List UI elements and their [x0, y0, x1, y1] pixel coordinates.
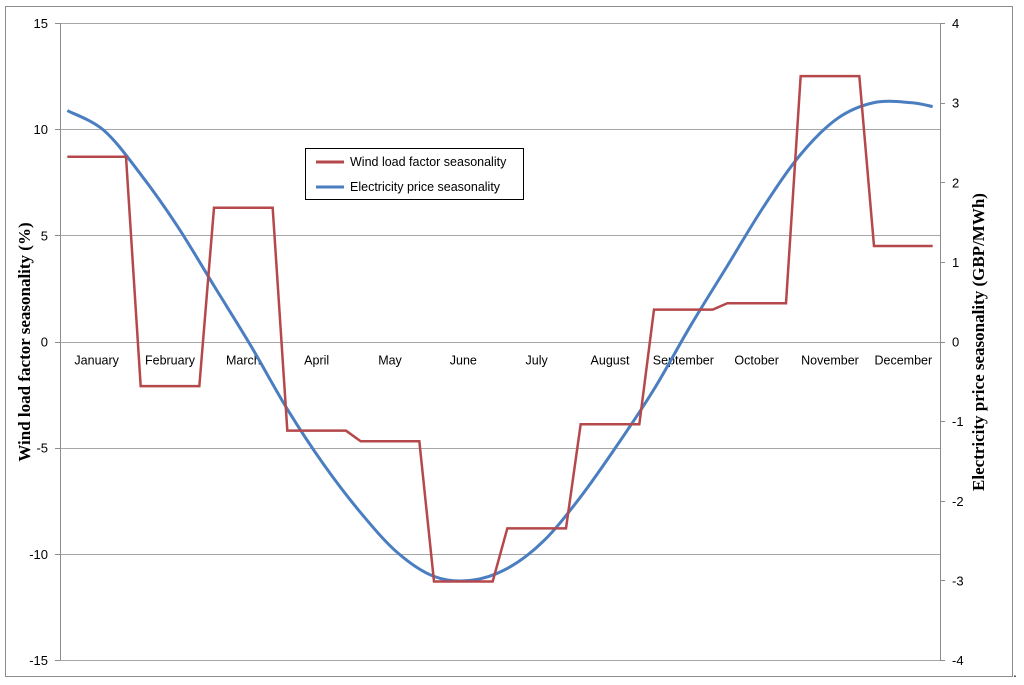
legend-box	[305, 148, 524, 200]
x-axis-category-label: June	[450, 354, 477, 368]
left-axis-tick-label: 5	[41, 228, 48, 243]
right-axis-tick-label: 1	[952, 255, 959, 270]
right-axis-tick-label: 0	[952, 335, 959, 350]
left-axis-tick-label: 0	[41, 335, 48, 350]
x-axis-category-label: January	[74, 354, 119, 368]
left-axis-tick-label: -5	[36, 441, 48, 456]
left-axis-tick-labels: 15 10 5 0 -5 -10 -15	[29, 16, 48, 668]
axes	[55, 23, 945, 661]
x-axis-category-label: August	[591, 354, 630, 368]
x-axis-category-label: April	[304, 354, 329, 368]
right-axis-tick-label: 3	[952, 96, 959, 111]
x-axis-category-label: February	[145, 354, 196, 368]
series-lines	[66, 74, 933, 583]
right-axis-tick-label: -1	[952, 414, 964, 429]
left-axis-tick-label: -15	[29, 653, 48, 668]
right-axis-tick-label: 4	[952, 16, 959, 31]
legend-label-wind: Wind load factor seasonality	[350, 155, 507, 169]
left-axis-tick-label: -10	[29, 547, 48, 562]
legend-label-price: Electricity price seasonality	[350, 180, 501, 194]
x-axis-category-label: November	[801, 354, 859, 368]
legend: Wind load factor seasonality Electricity…	[305, 148, 524, 200]
right-axis-tick-label: -2	[952, 494, 964, 509]
right-axis-title: Electricity price seasonality (GBP/MWh)	[969, 193, 988, 491]
x-axis-category-labels: January February March April May June July Augu…	[74, 354, 932, 368]
right-axis-tick-label: -3	[952, 573, 964, 588]
x-axis-category-label: July	[526, 354, 549, 368]
x-axis-category-label: March	[226, 354, 261, 368]
right-axis-tick-labels: 4 3 2 1 0 -1 -2 -3 -4	[952, 16, 964, 668]
x-axis-category-label: December	[874, 354, 932, 368]
left-axis-tick-label: 15	[34, 16, 48, 31]
x-axis-category-label: October	[734, 354, 778, 368]
left-axis-title: Wind load factor seasonality (%)	[15, 222, 34, 461]
right-axis-tick-label: -4	[952, 653, 964, 668]
chart-frame	[5, 6, 1013, 677]
x-axis-category-label: September	[653, 354, 714, 368]
trailing-period: .	[1013, 664, 1017, 680]
left-axis-tick-label: 10	[34, 122, 48, 137]
right-axis-tick-label: 2	[952, 175, 959, 190]
x-axis-category-label: May	[378, 354, 402, 368]
series-line-wind-load-factor	[67, 74, 933, 583]
series-line-electricity-price	[66, 99, 933, 583]
